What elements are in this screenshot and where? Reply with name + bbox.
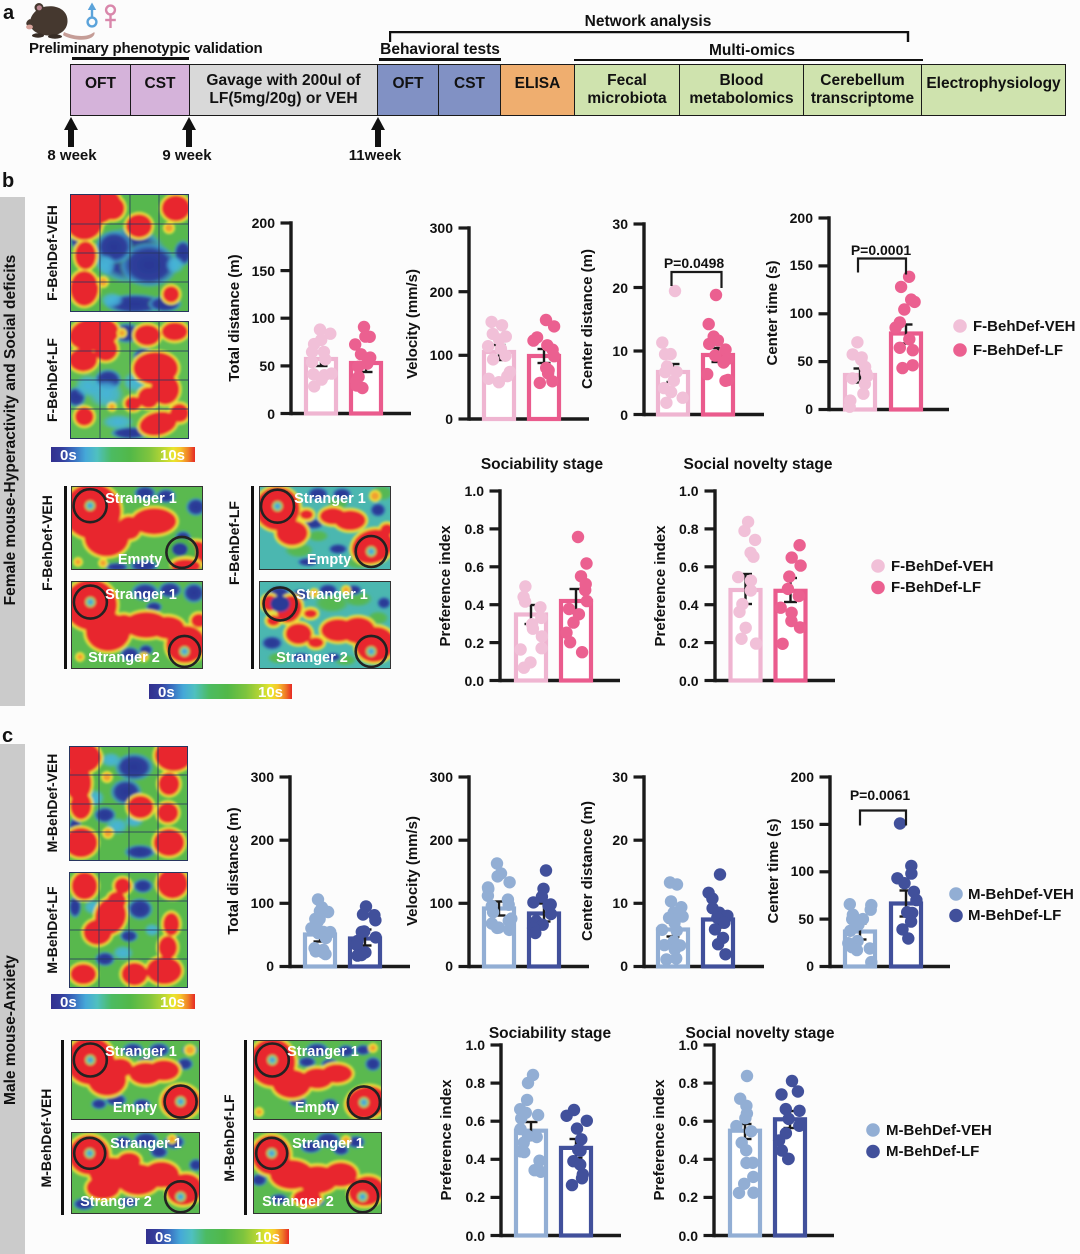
svg-text:0s: 0s (158, 684, 175, 699)
svg-text:Empty: Empty (113, 1100, 157, 1116)
svg-text:10s: 10s (258, 684, 283, 699)
svg-text:Stranger 1: Stranger 1 (105, 1044, 177, 1060)
svg-text:Empty: Empty (295, 1100, 339, 1116)
svg-text:0s: 0s (155, 1229, 172, 1244)
svg-text:Stranger 1: Stranger 1 (110, 1136, 182, 1152)
svg-text:Stranger 1: Stranger 1 (287, 1044, 359, 1060)
svg-text:10s: 10s (255, 1229, 280, 1244)
svg-text:10s: 10s (160, 447, 185, 462)
svg-text:Empty: Empty (118, 552, 162, 568)
svg-text:10s: 10s (160, 994, 185, 1009)
svg-text:Stranger 2: Stranger 2 (276, 650, 348, 666)
svg-text:Stranger 2: Stranger 2 (262, 1194, 334, 1210)
svg-text:Stranger 2: Stranger 2 (80, 1194, 152, 1210)
svg-text:Stranger 1: Stranger 1 (294, 491, 366, 507)
svg-text:Stranger 2: Stranger 2 (88, 650, 160, 666)
svg-text:Stranger 1: Stranger 1 (105, 491, 177, 507)
svg-text:Stranger 1: Stranger 1 (296, 587, 368, 603)
svg-text:0s: 0s (60, 994, 77, 1009)
svg-text:0s: 0s (60, 447, 77, 462)
svg-text:Stranger 1: Stranger 1 (105, 587, 177, 603)
svg-text:Stranger 1: Stranger 1 (292, 1136, 364, 1152)
svg-text:Empty: Empty (307, 552, 351, 568)
